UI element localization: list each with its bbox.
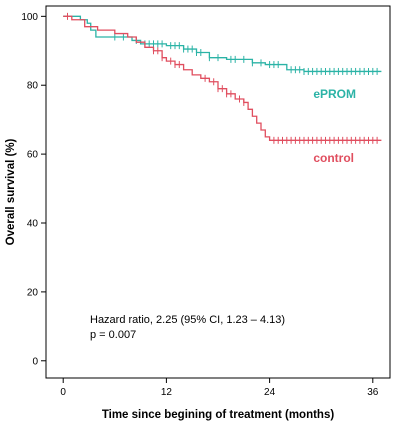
control-survival-curve xyxy=(63,15,382,141)
series-eprom xyxy=(63,15,382,75)
series-label-control: control xyxy=(313,151,354,165)
y-tick-label: 80 xyxy=(27,81,39,92)
hazard-ratio-annotation: Hazard ratio, 2.25 (95% CI, 1.23 – 4.13) xyxy=(90,314,285,326)
plot-frame xyxy=(45,5,391,379)
series-layer xyxy=(63,12,382,144)
x-tick-label: 12 xyxy=(161,387,173,398)
series-control xyxy=(63,12,382,144)
x-tick-label: 36 xyxy=(367,387,379,398)
y-tick-label: 40 xyxy=(27,219,39,230)
p-value-annotation: p = 0.007 xyxy=(90,329,136,341)
x-axis: 0 12 24 36 xyxy=(60,378,379,398)
x-axis-title: Time since begining of treatment (months… xyxy=(102,409,335,421)
x-tick-label: 24 xyxy=(264,387,276,398)
y-tick-label: 60 xyxy=(27,150,39,161)
series-label-eprom: ePROM xyxy=(313,87,356,101)
y-tick-label: 100 xyxy=(21,12,38,23)
y-tick-label: 0 xyxy=(32,356,38,367)
y-tick-label: 20 xyxy=(27,287,39,298)
y-axis-title: Overall survival (%) xyxy=(5,138,17,245)
x-tick-label: 0 xyxy=(60,387,66,398)
eprom-survival-curve xyxy=(63,15,382,73)
y-axis: 0 20 40 60 80 100 xyxy=(21,12,46,367)
